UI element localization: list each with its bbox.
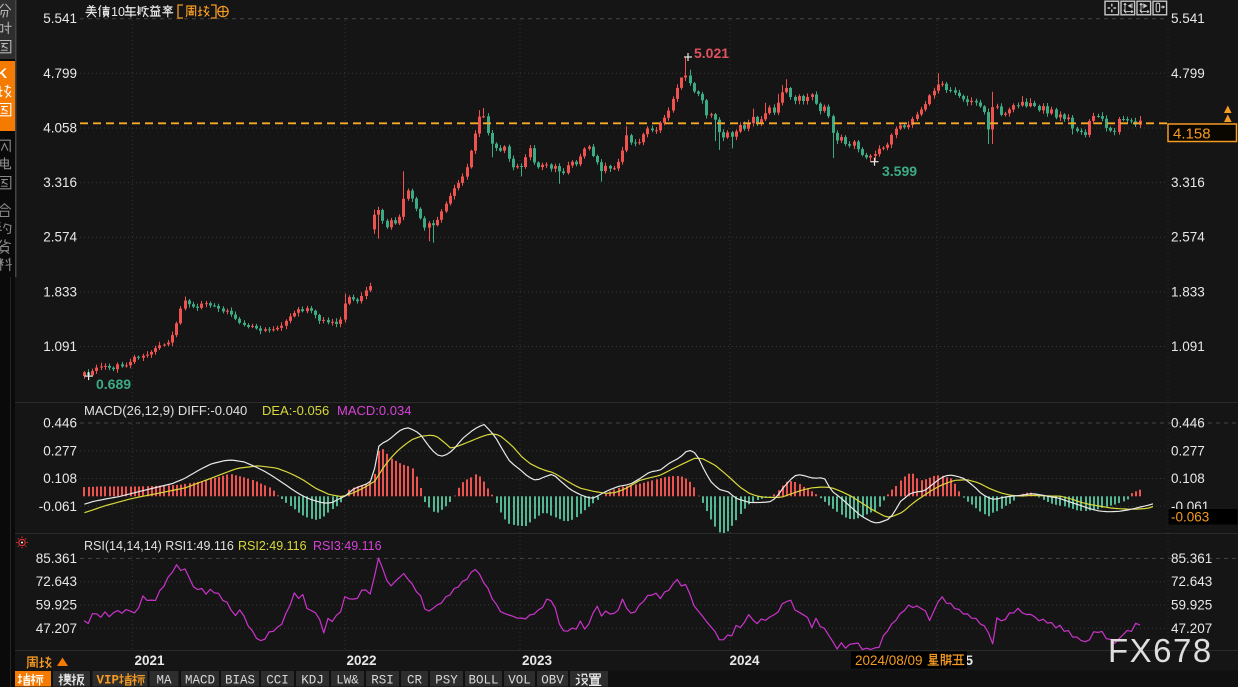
svg-text:DEA:-0.056: DEA:-0.056 — [262, 403, 329, 418]
svg-text:CR: CR — [407, 674, 423, 687]
svg-text:PSY: PSY — [435, 674, 458, 687]
svg-text:72.643: 72.643 — [1171, 574, 1212, 589]
svg-text:47.207: 47.207 — [1171, 621, 1212, 636]
svg-text:FX678: FX678 — [1108, 632, 1213, 669]
svg-text:VOL: VOL — [508, 674, 531, 687]
svg-text:1.091: 1.091 — [43, 339, 77, 354]
svg-text:RSI(14,14,14) RSI1:49.116: RSI(14,14,14) RSI1:49.116 — [84, 539, 234, 553]
svg-text:2.574: 2.574 — [43, 230, 77, 245]
svg-text:MACD(26,12,9) DIFF:-0.040: MACD(26,12,9) DIFF:-0.040 — [84, 403, 247, 418]
svg-text:4.058: 4.058 — [43, 121, 77, 136]
svg-text:-0.063: -0.063 — [1171, 510, 1209, 525]
svg-text:2024/08/09: 2024/08/09 — [855, 653, 923, 668]
svg-text:0.689: 0.689 — [96, 376, 131, 392]
svg-text:59.925: 59.925 — [1171, 598, 1212, 613]
svg-text:1.091: 1.091 — [1171, 339, 1205, 354]
svg-text:1.833: 1.833 — [43, 284, 77, 299]
svg-text:4.799: 4.799 — [1171, 66, 1205, 81]
svg-text:LW&: LW& — [336, 674, 359, 687]
svg-text:-0.061: -0.061 — [39, 499, 77, 514]
svg-text:2022: 2022 — [347, 653, 377, 668]
svg-text:BIAS: BIAS — [225, 674, 255, 687]
svg-text:BOLL: BOLL — [468, 674, 498, 687]
svg-text:CCI: CCI — [266, 674, 289, 687]
svg-text:0.277: 0.277 — [1171, 443, 1205, 458]
svg-text:72.643: 72.643 — [36, 574, 77, 589]
svg-text:2021: 2021 — [135, 653, 166, 668]
svg-text:59.925: 59.925 — [36, 598, 77, 613]
svg-text:MACD:0.034: MACD:0.034 — [337, 403, 411, 418]
svg-text:3.316: 3.316 — [1171, 175, 1205, 190]
svg-text:3.599: 3.599 — [882, 163, 917, 179]
svg-text:0.277: 0.277 — [43, 443, 77, 458]
svg-text:2.574: 2.574 — [1171, 230, 1205, 245]
svg-text:2024: 2024 — [730, 653, 761, 668]
svg-text:MA: MA — [156, 674, 172, 687]
svg-text:1.833: 1.833 — [1171, 284, 1205, 299]
svg-text:4.799: 4.799 — [43, 66, 77, 81]
svg-text:5.541: 5.541 — [43, 11, 77, 26]
svg-text:0.108: 0.108 — [43, 471, 77, 486]
svg-text:0.446: 0.446 — [1171, 416, 1205, 431]
svg-text:MACD: MACD — [185, 674, 215, 687]
svg-text:VIP: VIP — [97, 674, 120, 687]
svg-text:OBV: OBV — [541, 674, 564, 687]
svg-text:85.361: 85.361 — [36, 551, 77, 566]
svg-text:RSI: RSI — [371, 674, 394, 687]
svg-text:10: 10 — [111, 5, 125, 19]
svg-text:KDJ: KDJ — [301, 674, 324, 687]
svg-text:K: K — [0, 65, 7, 81]
svg-text:3.316: 3.316 — [43, 175, 77, 190]
svg-text:2023: 2023 — [522, 653, 553, 668]
svg-text:RSI2:49.116: RSI2:49.116 — [238, 539, 307, 553]
svg-text:0.108: 0.108 — [1171, 471, 1205, 486]
svg-text:85.361: 85.361 — [1171, 551, 1212, 566]
svg-text:4.158: 4.158 — [1173, 126, 1211, 143]
svg-text:5.541: 5.541 — [1171, 11, 1205, 26]
svg-text:RSI3:49.116: RSI3:49.116 — [313, 539, 382, 553]
svg-text:0.446: 0.446 — [43, 416, 77, 431]
svg-text:5.021: 5.021 — [694, 45, 729, 61]
svg-text:47.207: 47.207 — [36, 621, 77, 636]
